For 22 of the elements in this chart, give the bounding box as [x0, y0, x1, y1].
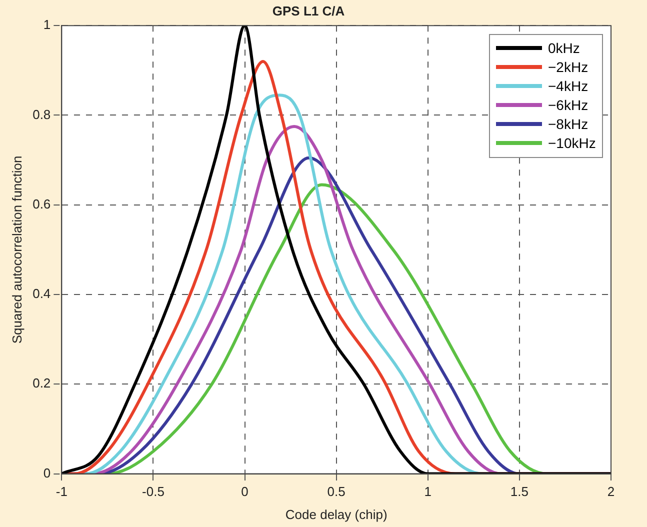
y-tick-label: 0 — [43, 465, 51, 480]
x-tick-label: -1 — [56, 484, 68, 500]
x-axis-title: Code delay (chip) — [285, 506, 388, 522]
x-tick-label: 1 — [424, 484, 432, 500]
legend-label: −2kHz — [548, 59, 588, 76]
legend-label: −8kHz — [548, 116, 588, 132]
legend-label: −10kHz — [548, 135, 596, 152]
chart-title: GPS L1 C/A — [272, 3, 346, 18]
y-tick-label: 0.2 — [32, 376, 51, 391]
y-axis-title: Squared autocorrelation function — [9, 156, 24, 344]
legend-label: −4kHz — [548, 78, 588, 94]
x-tick-label: 1.5 — [510, 484, 528, 500]
x-tick-label: 0 — [241, 484, 248, 500]
y-tick-label: 0.8 — [32, 106, 51, 122]
y-tick-label: 0.4 — [32, 286, 51, 302]
legend-label: −6kHz — [548, 97, 588, 114]
x-tick-label: -0.5 — [142, 484, 164, 500]
legend-label: 0kHz — [548, 40, 580, 56]
x-tick-label: 2 — [607, 484, 615, 500]
y-tick-label: 0.6 — [32, 196, 51, 212]
x-tick-label: 0.5 — [327, 484, 346, 500]
y-tick-label: 1 — [43, 17, 51, 32]
